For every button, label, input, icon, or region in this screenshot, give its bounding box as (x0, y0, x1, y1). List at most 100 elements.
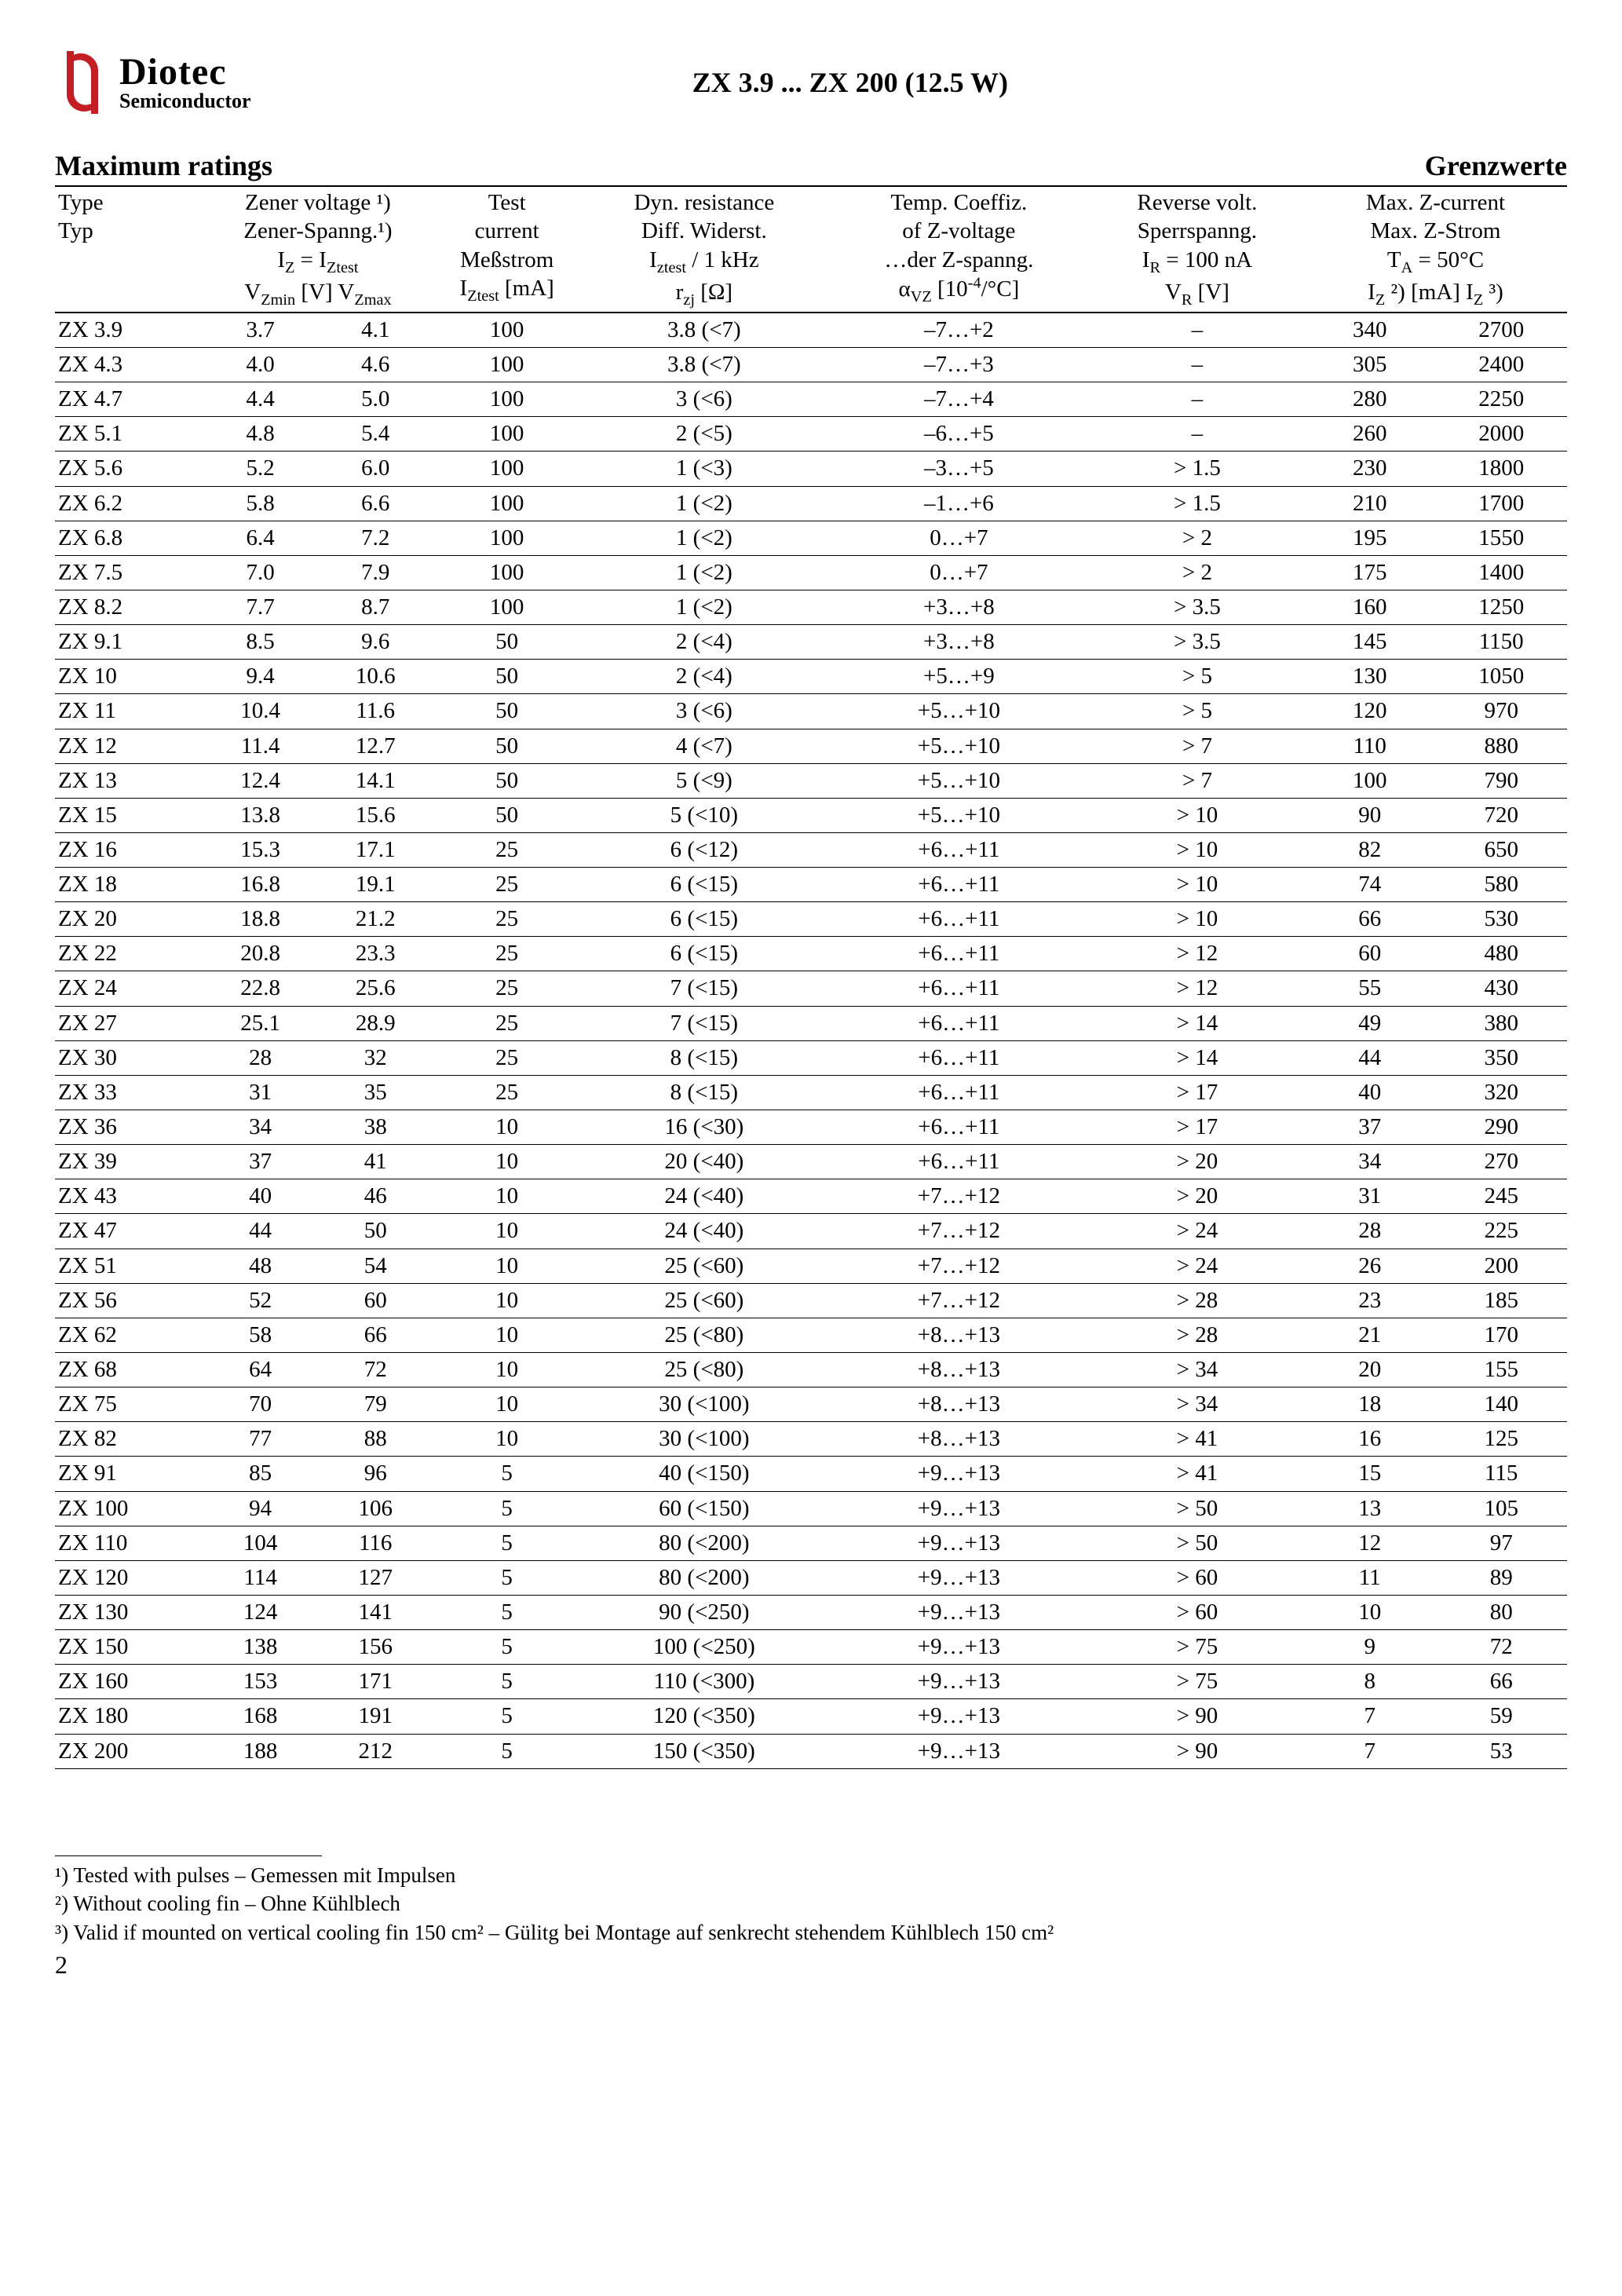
th-rv-2: Sperrspanng. (1138, 218, 1257, 243)
cell-i3: 1400 (1435, 555, 1567, 590)
cell-t: ZX 160 (55, 1665, 203, 1699)
cell-i3: 1250 (1435, 590, 1567, 624)
cell-t: ZX 24 (55, 971, 203, 1006)
cell-r: 1 (<2) (581, 486, 827, 521)
table-row: ZX 6.86.47.21001 (<2)0…+7> 21951550 (55, 521, 1567, 555)
cell-t: ZX 100 (55, 1491, 203, 1526)
cell-vmax: 8.7 (318, 590, 433, 624)
cell-t: ZX 130 (55, 1596, 203, 1630)
th-mz-1: Max. Z-current (1366, 190, 1505, 215)
th-type: Type Typ (55, 186, 203, 313)
cell-vmin: 138 (203, 1630, 318, 1665)
cell-i3: 1050 (1435, 660, 1567, 694)
cell-iz: 100 (433, 452, 580, 486)
cell-vmin: 9.4 (203, 660, 318, 694)
table-row: ZX 8.27.78.71001 (<2)+3…+8> 3.51601250 (55, 590, 1567, 624)
cell-vmax: 4.6 (318, 347, 433, 382)
cell-vr: > 75 (1090, 1665, 1304, 1699)
cell-vmin: 12.4 (203, 763, 318, 798)
cell-r: 1 (<2) (581, 521, 827, 555)
cell-i2: 10 (1304, 1596, 1435, 1630)
cell-i3: 105 (1435, 1491, 1567, 1526)
table-row: ZX 3.93.74.11003.8 (<7)–7…+2–3402700 (55, 313, 1567, 348)
cell-iz: 25 (433, 1075, 580, 1110)
cell-vr: > 10 (1090, 902, 1304, 937)
diotec-logo-icon (55, 47, 110, 118)
cell-vr: > 7 (1090, 729, 1304, 763)
cell-vmax: 50 (318, 1214, 433, 1249)
cell-a: +7…+12 (827, 1214, 1090, 1249)
cell-i3: 270 (1435, 1145, 1567, 1179)
cell-i3: 480 (1435, 937, 1567, 971)
cell-a: +7…+12 (827, 1283, 1090, 1318)
table-row: ZX 10094106560 (<150)+9…+13> 5013105 (55, 1491, 1567, 1526)
cell-vr: > 60 (1090, 1560, 1304, 1595)
cell-i3: 53 (1435, 1734, 1567, 1768)
th-tc-1: Test (488, 190, 526, 215)
th-zv-de: Zener-Spanng.¹) (243, 218, 392, 243)
cell-a: –3…+5 (827, 452, 1090, 486)
cell-t: ZX 51 (55, 1249, 203, 1283)
cell-i2: 60 (1304, 937, 1435, 971)
cell-vmin: 48 (203, 1249, 318, 1283)
th-tco-1: Temp. Coeffiz. (890, 190, 1027, 215)
cell-vr: > 5 (1090, 694, 1304, 729)
table-row: ZX 4.74.45.01003 (<6)–7…+4–2802250 (55, 382, 1567, 417)
th-rv-cond: IR = 100 nA (1142, 247, 1252, 272)
cell-r: 6 (<12) (581, 832, 827, 867)
cell-iz: 50 (433, 694, 580, 729)
th-dyn-resistance: Dyn. resistance Diff. Widerst. Iztest / … (581, 186, 827, 313)
cell-i2: 66 (1304, 902, 1435, 937)
cell-a: +6…+11 (827, 832, 1090, 867)
cell-vmax: 7.9 (318, 555, 433, 590)
table-row: ZX 6864721025 (<80)+8…+13> 3420155 (55, 1353, 1567, 1387)
cell-vmax: 12.7 (318, 729, 433, 763)
cell-vmin: 5.8 (203, 486, 318, 521)
table-row: ZX 1211.412.7504 (<7)+5…+10> 7110880 (55, 729, 1567, 763)
cell-vmax: 88 (318, 1422, 433, 1457)
cell-t: ZX 22 (55, 937, 203, 971)
cell-t: ZX 30 (55, 1040, 203, 1075)
cell-i3: 530 (1435, 902, 1567, 937)
cell-iz: 100 (433, 382, 580, 417)
cell-a: +9…+13 (827, 1699, 1090, 1734)
cell-t: ZX 68 (55, 1353, 203, 1387)
cell-i2: 37 (1304, 1110, 1435, 1145)
cell-i2: 34 (1304, 1145, 1435, 1179)
section-heading: Maximum ratings Grenzwerte (55, 149, 1567, 182)
cell-vr: > 28 (1090, 1283, 1304, 1318)
cell-vmax: 6.0 (318, 452, 433, 486)
cell-a: +7…+12 (827, 1179, 1090, 1214)
th-max-z-current: Max. Z-current Max. Z-Strom TA = 50°C IZ… (1304, 186, 1567, 313)
cell-a: +8…+13 (827, 1318, 1090, 1352)
cell-vmin: 8.5 (203, 625, 318, 660)
cell-iz: 25 (433, 1040, 580, 1075)
th-tc-3: Meßstrom (460, 247, 553, 272)
cell-r: 110 (<300) (581, 1665, 827, 1699)
cell-i3: 2400 (1435, 347, 1567, 382)
cell-i2: 260 (1304, 417, 1435, 452)
cell-vmax: 28.9 (318, 1006, 433, 1040)
cell-vmin: 16.8 (203, 868, 318, 902)
cell-i2: 175 (1304, 555, 1435, 590)
cell-iz: 10 (433, 1214, 580, 1249)
cell-vr: > 14 (1090, 1006, 1304, 1040)
cell-i2: 21 (1304, 1318, 1435, 1352)
cell-i3: 650 (1435, 832, 1567, 867)
cell-t: ZX 120 (55, 1560, 203, 1595)
cell-vmax: 25.6 (318, 971, 433, 1006)
cell-a: +8…+13 (827, 1353, 1090, 1387)
cell-i3: 320 (1435, 1075, 1567, 1110)
cell-i2: 20 (1304, 1353, 1435, 1387)
cell-i2: 44 (1304, 1040, 1435, 1075)
cell-i2: 18 (1304, 1387, 1435, 1422)
cell-iz: 10 (433, 1110, 580, 1145)
cell-iz: 100 (433, 555, 580, 590)
cell-vr: > 10 (1090, 832, 1304, 867)
cell-vmax: 191 (318, 1699, 433, 1734)
cell-t: ZX 110 (55, 1526, 203, 1560)
cell-iz: 50 (433, 660, 580, 694)
cell-a: +9…+13 (827, 1665, 1090, 1699)
cell-r: 25 (<80) (581, 1318, 827, 1352)
cell-iz: 100 (433, 313, 580, 348)
